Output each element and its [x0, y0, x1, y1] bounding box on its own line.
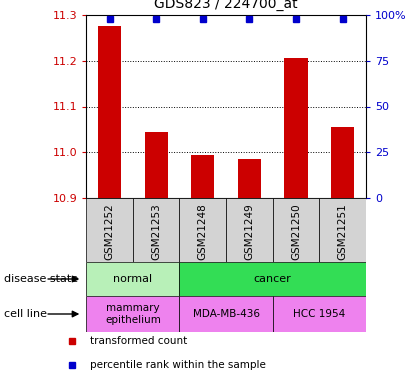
- Bar: [145, 132, 168, 198]
- Text: normal: normal: [113, 274, 152, 284]
- Title: GDS823 / 224700_at: GDS823 / 224700_at: [154, 0, 298, 11]
- Bar: [284, 58, 307, 198]
- Bar: [180, 262, 366, 296]
- Bar: [319, 198, 366, 262]
- Bar: [180, 296, 272, 332]
- Bar: [86, 262, 180, 296]
- Text: GSM21251: GSM21251: [337, 203, 347, 260]
- Text: GSM21249: GSM21249: [245, 203, 254, 260]
- Bar: [98, 27, 121, 198]
- Text: transformed count: transformed count: [90, 336, 187, 346]
- Text: GSM21253: GSM21253: [151, 203, 161, 260]
- Bar: [331, 127, 354, 198]
- Bar: [191, 154, 215, 198]
- Bar: [180, 198, 226, 262]
- Text: mammary
epithelium: mammary epithelium: [105, 303, 161, 325]
- Bar: [86, 296, 180, 332]
- Text: disease state: disease state: [4, 274, 78, 284]
- Text: cell line: cell line: [4, 309, 47, 319]
- Text: percentile rank within the sample: percentile rank within the sample: [90, 360, 266, 370]
- Text: GSM21250: GSM21250: [291, 203, 301, 260]
- Bar: [226, 198, 272, 262]
- Text: GSM21248: GSM21248: [198, 203, 208, 260]
- Bar: [133, 198, 180, 262]
- Bar: [272, 296, 366, 332]
- Text: HCC 1954: HCC 1954: [293, 309, 345, 319]
- Bar: [272, 198, 319, 262]
- Text: MDA-MB-436: MDA-MB-436: [192, 309, 260, 319]
- Bar: [238, 159, 261, 198]
- Text: GSM21252: GSM21252: [105, 203, 115, 260]
- Text: cancer: cancer: [254, 274, 291, 284]
- Bar: [86, 198, 133, 262]
